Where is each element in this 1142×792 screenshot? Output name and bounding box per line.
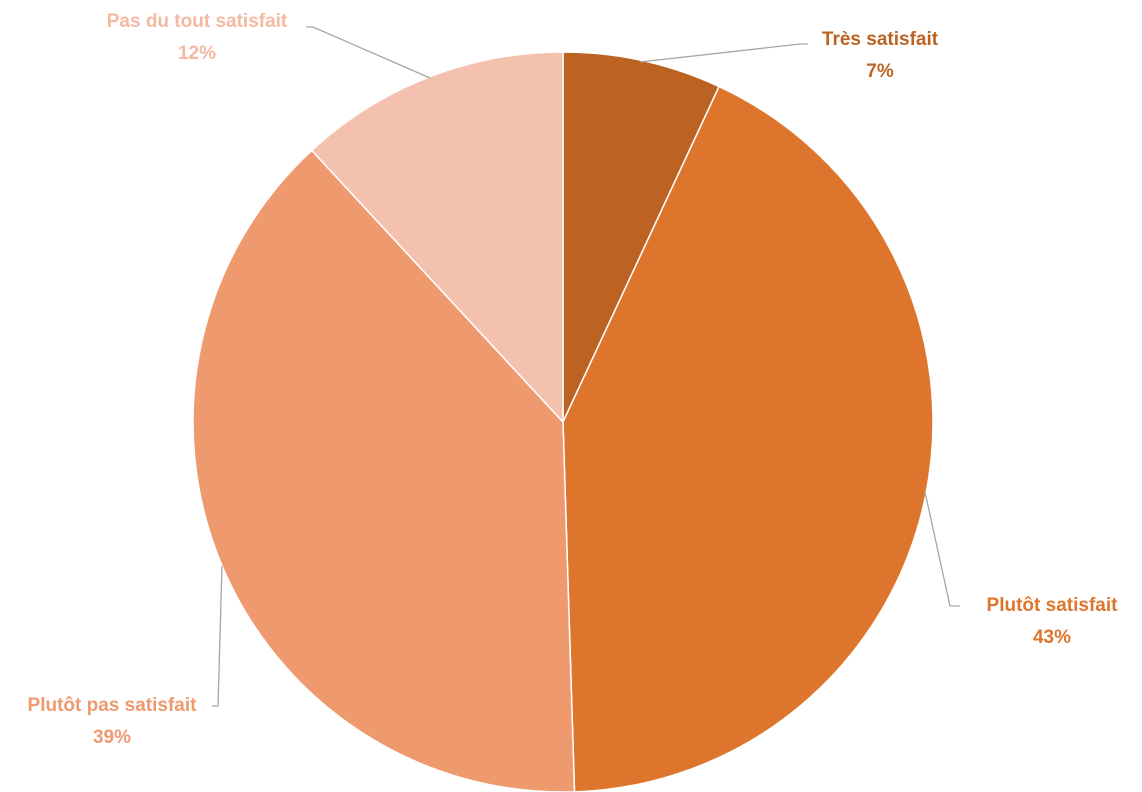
value-label: 7% bbox=[866, 61, 894, 82]
leader-line bbox=[924, 491, 960, 607]
leader-line bbox=[639, 43, 808, 63]
leader-lines bbox=[212, 26, 960, 707]
pie-slice bbox=[192, 149, 576, 792]
leader-line bbox=[306, 26, 431, 79]
value-label: 39% bbox=[93, 727, 131, 748]
category-label: Pas du tout satisfait bbox=[107, 11, 288, 32]
category-label: Très satisfait bbox=[822, 29, 939, 50]
category-label: Plutôt pas satisfait bbox=[28, 695, 198, 716]
leader-line bbox=[212, 565, 223, 707]
value-label: 12% bbox=[178, 43, 216, 64]
pie bbox=[192, 51, 934, 792]
pie-slice bbox=[562, 51, 721, 423]
category-label: Plutôt satisfait bbox=[987, 595, 1119, 616]
value-label: 43% bbox=[1033, 627, 1071, 648]
